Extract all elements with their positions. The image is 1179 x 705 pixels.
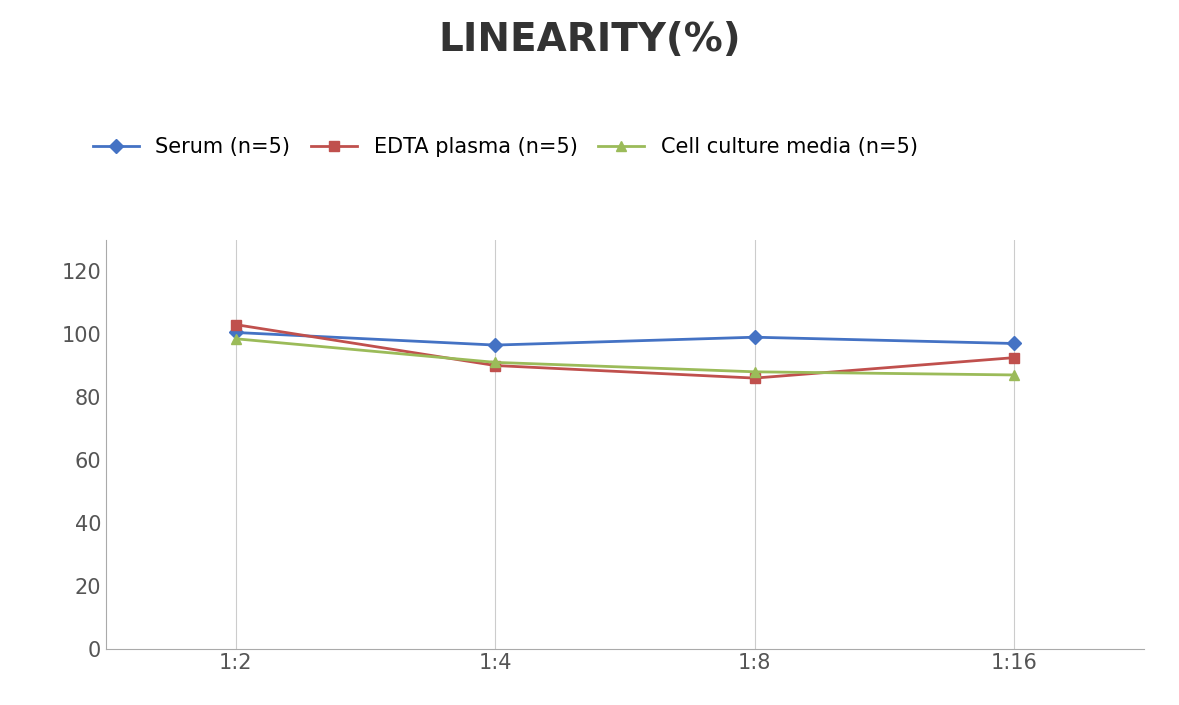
Serum (n=5) bbox=[488, 341, 502, 349]
Line: EDTA plasma (n=5): EDTA plasma (n=5) bbox=[231, 320, 1019, 383]
Cell culture media (n=5) bbox=[747, 367, 762, 376]
Cell culture media (n=5) bbox=[1007, 371, 1021, 379]
Serum (n=5) bbox=[229, 329, 243, 337]
Text: LINEARITY(%): LINEARITY(%) bbox=[439, 21, 740, 59]
Legend: Serum (n=5), EDTA plasma (n=5), Cell culture media (n=5): Serum (n=5), EDTA plasma (n=5), Cell cul… bbox=[93, 137, 918, 157]
Cell culture media (n=5) bbox=[229, 335, 243, 343]
Serum (n=5) bbox=[747, 333, 762, 341]
Serum (n=5) bbox=[1007, 339, 1021, 348]
Line: Serum (n=5): Serum (n=5) bbox=[231, 328, 1019, 350]
EDTA plasma (n=5) bbox=[747, 374, 762, 382]
EDTA plasma (n=5) bbox=[1007, 353, 1021, 362]
Cell culture media (n=5) bbox=[488, 358, 502, 367]
EDTA plasma (n=5) bbox=[229, 320, 243, 329]
Line: Cell culture media (n=5): Cell culture media (n=5) bbox=[231, 334, 1019, 380]
EDTA plasma (n=5) bbox=[488, 361, 502, 369]
